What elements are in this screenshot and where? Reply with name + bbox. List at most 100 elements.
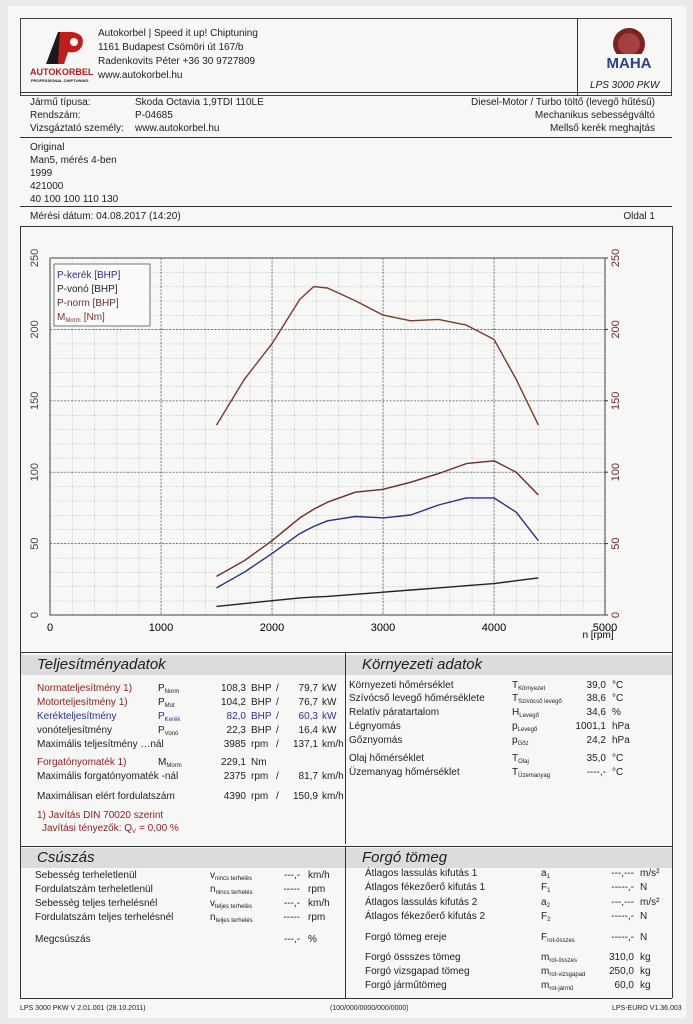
row-value: ---,- — [283, 934, 300, 945]
row-value: 39,0 — [586, 680, 606, 691]
symbol-base: p — [512, 735, 518, 746]
symbol-sub: Gőz — [517, 741, 529, 747]
symbol-base: T — [512, 753, 519, 764]
symbol-base: v — [210, 898, 215, 909]
symbol: nteljes terhelés — [210, 912, 253, 924]
panel-title: Csúszás — [21, 848, 345, 868]
logo-name: AUTOKORBEL — [30, 67, 94, 77]
note: 40 100 100 110 130 — [30, 194, 119, 205]
symbol-base: P — [158, 711, 165, 722]
legend-text: P-norm [BHP] — [57, 298, 119, 309]
note: Man5, mérés 4-ben — [30, 155, 117, 166]
page-number: Oldal 1 — [623, 211, 655, 222]
company-line: 1161 Budapest Csömöri út 167/b — [98, 42, 244, 53]
row-label: Sebesség terheletlenül — [35, 870, 137, 881]
row-label: Forgó tömeg ereje — [365, 932, 447, 943]
row-unit: °C — [612, 767, 624, 778]
row-unit: kg — [640, 966, 651, 977]
row-label: Légnyomás — [349, 721, 401, 732]
row-unit: rpm — [308, 884, 326, 895]
symbol: pLevegő — [512, 721, 537, 733]
symbol: Frot-összes — [541, 932, 575, 944]
vehicle-labels: Jármű típusa: Rendszám: Vizsgáztató szem… — [30, 96, 124, 135]
row-value: ---,- — [283, 870, 300, 881]
symbol-base: T — [512, 680, 519, 691]
panel-title: Forgó tömeg — [346, 848, 672, 868]
y-tick-label: 50 — [29, 537, 41, 549]
factor-value: = 0,00 % — [139, 823, 179, 834]
row-unit: N — [640, 932, 648, 943]
row-separator: / — [276, 739, 279, 750]
row-label: Gőznyomás — [349, 735, 403, 746]
symbol-sub: rot-összes — [547, 938, 575, 944]
legend-entry: P-vonó [BHP] — [57, 284, 118, 295]
symbol-sub: rot-jármű — [549, 986, 574, 992]
row-value: 3985 — [223, 739, 246, 750]
symbol-base: a — [541, 868, 547, 879]
vehicle-label: Jármű típusa: — [30, 97, 91, 108]
row-unit: rpm — [308, 912, 326, 923]
header-divider — [577, 18, 578, 96]
date: Mérési dátum: 04.08.2017 (14:20) — [30, 211, 181, 222]
symbol-sub: 1 — [547, 888, 551, 894]
row-value: 250,0 — [608, 966, 634, 977]
row-label: Sebesség teljes terhelésnél — [35, 898, 158, 909]
series-line — [216, 577, 539, 608]
symbol-sub: Mot — [164, 703, 175, 709]
row-unit: kg — [640, 952, 651, 963]
row-separator: / — [276, 697, 279, 708]
symbol-base: m — [541, 966, 550, 977]
row-value: 1001,1 — [575, 721, 606, 732]
symbol: TKörnyezet — [512, 680, 545, 692]
row-value: ----- — [283, 912, 300, 923]
row-unit: BHP — [251, 725, 272, 736]
row-label: Kerékteljesítmény — [37, 711, 117, 722]
symbol: TÜzemanyag — [512, 767, 550, 779]
row-separator: / — [276, 725, 279, 736]
x-tick-label: 0 — [47, 622, 53, 634]
legend-text: Morm — [65, 318, 80, 324]
y2-tick-label: 250 — [610, 249, 622, 267]
row-value: 82,0 — [226, 711, 246, 722]
row-value: 35,0 — [586, 753, 606, 764]
row-value: 38,6 — [586, 693, 606, 704]
note: 1999 — [30, 168, 53, 179]
row-value: 22,3 — [226, 725, 246, 736]
y2-tick-label: 200 — [610, 320, 622, 338]
row-unit-2: km/h — [322, 791, 344, 802]
row-value-2: 150,9 — [292, 791, 318, 802]
rule — [20, 92, 672, 93]
panel-title: Teljesítményadatok — [21, 655, 345, 675]
legend-text: P-kerék [BHP] — [57, 270, 121, 281]
row-unit: °C — [612, 693, 624, 704]
legend-entry: P-norm [BHP] — [57, 298, 119, 309]
symbol: mrot-összes — [541, 952, 577, 964]
vehicle-spec: Diesel-Motor / Turbo töltő (levegő hűtés… — [471, 97, 655, 108]
symbol: mrot-jármű — [541, 980, 573, 992]
row-value-2: 137,1 — [292, 739, 318, 750]
footer-left: LPS 3000 PKW V 2.01.001 (28.10.2011) — [20, 1005, 146, 1012]
row-value-2: 81,7 — [298, 771, 318, 782]
symbol-base: p — [512, 721, 518, 732]
row-unit: hPa — [612, 735, 630, 746]
row-label: vonóteljesítmény — [37, 725, 113, 736]
row-unit: Nm — [251, 757, 267, 768]
y-tick-label: 100 — [29, 463, 41, 481]
symbol-base: P — [158, 683, 165, 694]
row-label: Forgó vizsgapad tömeg — [365, 966, 470, 977]
series-line — [215, 285, 540, 426]
row-value: ---,--- — [611, 897, 634, 908]
row-unit: BHP — [251, 683, 272, 694]
symbol: PNorm — [158, 683, 179, 695]
row-label: Átlagos fékezőerő kifutás 1 — [365, 882, 486, 893]
legend-entry: P-kerék [BHP] — [57, 270, 121, 281]
company-line: Radenkovits Péter +36 30 9727809 — [98, 56, 256, 67]
footer-center: (100/000/0000/000/0000) — [330, 1005, 409, 1012]
row-value: -----,- — [611, 911, 634, 922]
vehicle-value: P-04685 — [135, 110, 173, 121]
symbol-base: P — [158, 725, 165, 736]
row-unit: km/h — [308, 898, 330, 909]
row-unit: °C — [612, 753, 624, 764]
row-unit: km/h — [308, 870, 330, 881]
y-tick-label: 250 — [29, 249, 41, 267]
